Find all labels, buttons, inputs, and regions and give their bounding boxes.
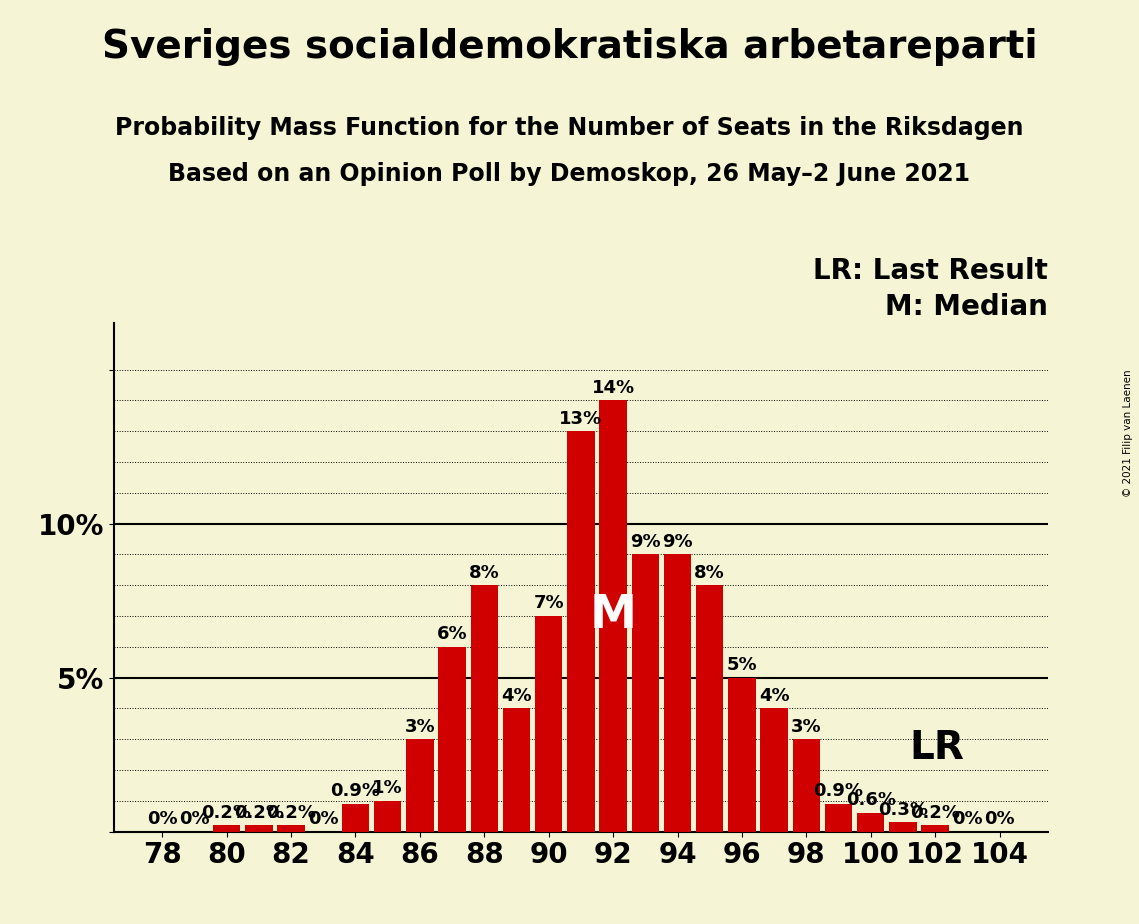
Text: 0.6%: 0.6% [846,792,895,809]
Text: 8%: 8% [695,564,726,581]
Bar [857,813,884,832]
Bar [535,616,563,832]
Text: 4%: 4% [501,687,532,705]
Text: 9%: 9% [630,533,661,551]
Text: M: M [590,593,637,638]
Bar [664,554,691,832]
Bar [470,585,498,832]
Bar [921,825,949,832]
Bar [567,432,595,832]
Text: 0.2%: 0.2% [910,804,960,821]
Text: 13%: 13% [559,409,603,428]
Bar [342,804,369,832]
Bar [599,400,626,832]
Bar [825,804,852,832]
Bar [502,709,530,832]
Bar [278,825,305,832]
Text: 0.2%: 0.2% [233,804,284,821]
Bar [890,822,917,832]
Text: 1%: 1% [372,779,403,797]
Text: LR: LR [909,729,965,768]
Text: 4%: 4% [759,687,789,705]
Text: 8%: 8% [469,564,500,581]
Text: 0%: 0% [984,810,1015,828]
Text: 0.3%: 0.3% [878,801,928,819]
Bar [793,739,820,832]
Bar [374,801,401,832]
Text: 3%: 3% [790,718,821,736]
Text: 9%: 9% [662,533,693,551]
Text: Based on an Opinion Poll by Demoskop, 26 May–2 June 2021: Based on an Opinion Poll by Demoskop, 26… [169,162,970,186]
Bar [245,825,272,832]
Text: 0.9%: 0.9% [330,783,380,800]
Text: 0%: 0% [308,810,338,828]
Text: 6%: 6% [436,626,467,643]
Bar [696,585,723,832]
Bar [761,709,788,832]
Bar [213,825,240,832]
Text: LR: Last Result: LR: Last Result [813,258,1048,286]
Text: 0.2%: 0.2% [267,804,316,821]
Bar [632,554,659,832]
Text: 7%: 7% [533,594,564,613]
Text: 0%: 0% [179,810,210,828]
Text: 0%: 0% [952,810,983,828]
Text: 0.9%: 0.9% [813,783,863,800]
Text: M: Median: M: Median [885,293,1048,321]
Text: 5%: 5% [727,656,757,674]
Text: 3%: 3% [404,718,435,736]
Text: 14%: 14% [591,379,634,396]
Text: Sveriges socialdemokratiska arbetareparti: Sveriges socialdemokratiska arbetarepart… [101,28,1038,66]
Text: 0%: 0% [147,810,178,828]
Bar [407,739,434,832]
Text: 0.2%: 0.2% [202,804,252,821]
Text: Probability Mass Function for the Number of Seats in the Riksdagen: Probability Mass Function for the Number… [115,116,1024,140]
Text: © 2021 Filip van Laenen: © 2021 Filip van Laenen [1123,370,1133,497]
Bar [439,647,466,832]
Bar [728,677,755,832]
